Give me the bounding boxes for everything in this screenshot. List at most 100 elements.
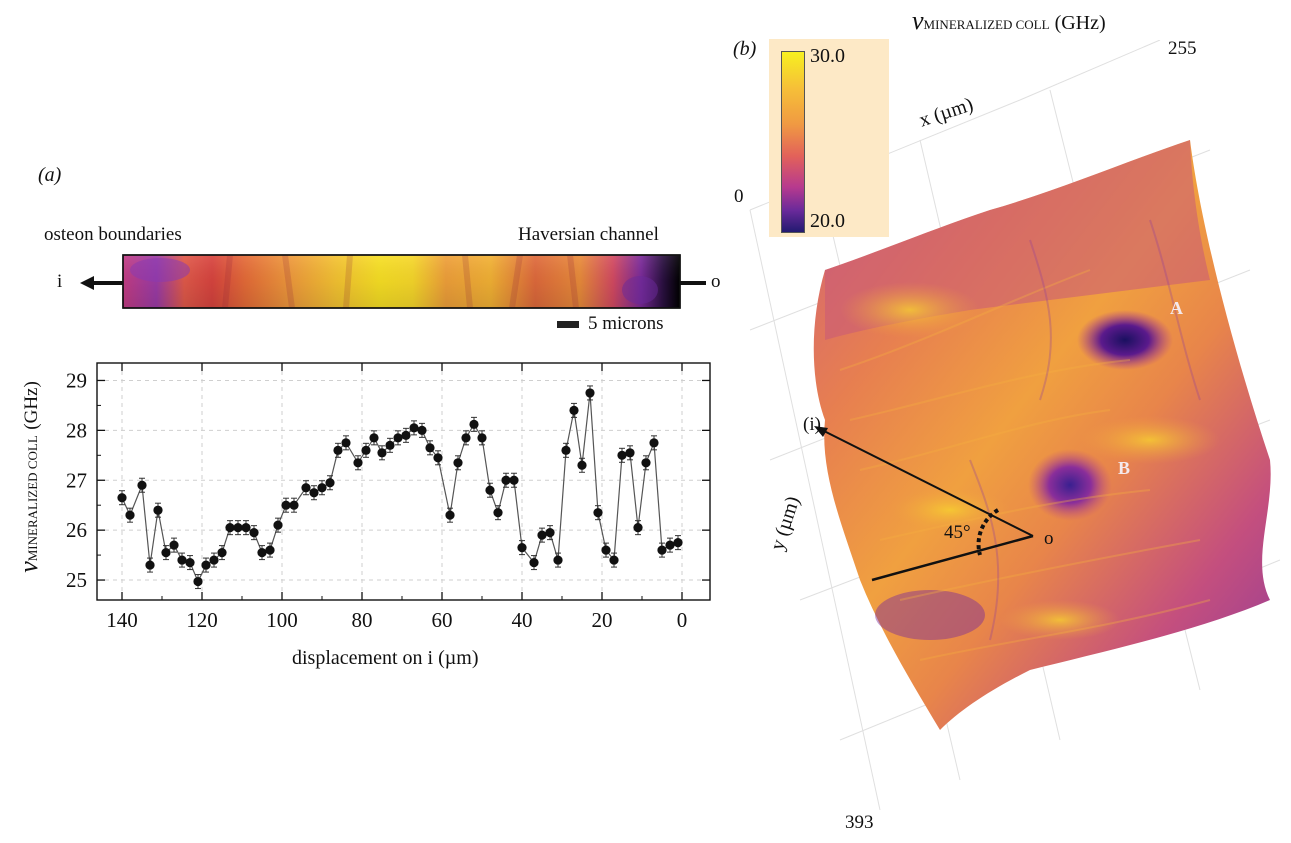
data-point [153, 505, 163, 515]
data-point [545, 528, 555, 538]
data-point [289, 500, 299, 510]
point-i-label: (i) [803, 414, 821, 435]
data-point [601, 545, 611, 555]
data-point [657, 545, 667, 555]
x-tick-label: 60 [432, 608, 453, 632]
data-point [461, 433, 471, 443]
data-point [361, 445, 371, 455]
data-point [241, 523, 251, 533]
data-point [369, 433, 379, 443]
x-tick-label: 40 [512, 608, 533, 632]
data-point [145, 560, 155, 570]
colorbar-min-label: 20.0 [810, 210, 845, 232]
data-point [425, 443, 435, 453]
line-chart: 140 120 100 80 60 40 20 0 25 26 27 28 29 [66, 362, 711, 632]
region-a-label: A [1170, 298, 1183, 318]
data-point [273, 520, 283, 530]
data-point [633, 523, 643, 533]
data-point [517, 543, 527, 553]
arrow-left-label: i [57, 271, 63, 292]
y-tick-label: 26 [66, 518, 87, 542]
data-point [585, 388, 595, 398]
haversian-channel-label: Haversian channel [518, 224, 659, 245]
region-b-label: B [1118, 458, 1131, 478]
data-point [233, 523, 243, 533]
data-point [417, 425, 427, 435]
data-point [265, 545, 275, 555]
data-point [453, 458, 463, 468]
data-point [673, 538, 683, 548]
data-point [509, 475, 519, 485]
data-point [137, 480, 147, 490]
data-point [485, 485, 495, 495]
data-point [393, 433, 403, 443]
x-tick-label: 0 [677, 608, 688, 632]
data-point [341, 438, 351, 448]
x-tick-label: 80 [352, 608, 373, 632]
x-tick-label: 120 [186, 608, 218, 632]
x-tick-label: 100 [266, 608, 298, 632]
panel-a-label: (a) [38, 164, 62, 186]
colorbar [781, 51, 805, 233]
surface-3d [749, 40, 1281, 811]
data-point [553, 555, 563, 565]
x-tick-label: 140 [106, 608, 138, 632]
y-tick-label: 27 [66, 468, 87, 492]
panel-b-label: (b) [733, 38, 757, 60]
scale-bar-label: 5 microns [588, 313, 664, 334]
data-point [537, 530, 547, 540]
data-point [353, 458, 363, 468]
data-point [249, 528, 259, 538]
data-point [493, 508, 503, 518]
tick-origin: 0 [734, 186, 744, 207]
data-point [177, 555, 187, 565]
osteon-boundaries-label: osteon boundaries [44, 224, 182, 245]
arrow-left-icon [80, 276, 94, 290]
data-point [125, 510, 135, 520]
strip-heatmap [80, 254, 706, 309]
data-point [433, 453, 443, 463]
data-point [333, 445, 343, 455]
y-tick-label: 28 [66, 418, 87, 442]
data-point [569, 405, 579, 415]
data-point [209, 555, 219, 565]
data-point [469, 419, 479, 429]
data-point [501, 475, 511, 485]
data-point [257, 548, 267, 558]
data-point [281, 500, 291, 510]
data-point [665, 540, 675, 550]
data-point [477, 433, 487, 443]
data-point [185, 557, 195, 568]
data-point [193, 576, 203, 587]
data-point [217, 548, 227, 558]
data-point [377, 448, 387, 458]
plot-frame [96, 362, 711, 601]
data-point [609, 555, 619, 565]
arrow-i-icon [814, 426, 828, 437]
data-point [161, 548, 171, 558]
data-point [641, 458, 651, 468]
surface-annotations [814, 426, 1034, 582]
data-point [577, 460, 587, 470]
tick-x-end: 255 [1168, 38, 1197, 59]
data-point [593, 508, 603, 518]
data-point [625, 448, 635, 458]
colorbar-max-label: 30.0 [810, 45, 845, 67]
data-point [325, 478, 335, 488]
data-point [445, 510, 455, 520]
data-point [117, 493, 127, 503]
data-point [225, 523, 235, 533]
y-tick-label: 25 [66, 568, 87, 592]
data-point [617, 450, 627, 460]
tick-y-end: 393 [845, 812, 874, 833]
panel-b-title: νMINERALIZED COLL (GHz) [912, 6, 1106, 35]
x-tick-label: 20 [592, 608, 613, 632]
arrow-right-label: o [711, 271, 721, 292]
point-o-label: o [1044, 528, 1054, 549]
data-point [309, 488, 319, 498]
data-point [409, 423, 419, 433]
data-point [201, 560, 211, 570]
angle-label: 45° [944, 522, 971, 543]
y-tick-label: 29 [66, 368, 87, 392]
data-point [529, 557, 539, 568]
